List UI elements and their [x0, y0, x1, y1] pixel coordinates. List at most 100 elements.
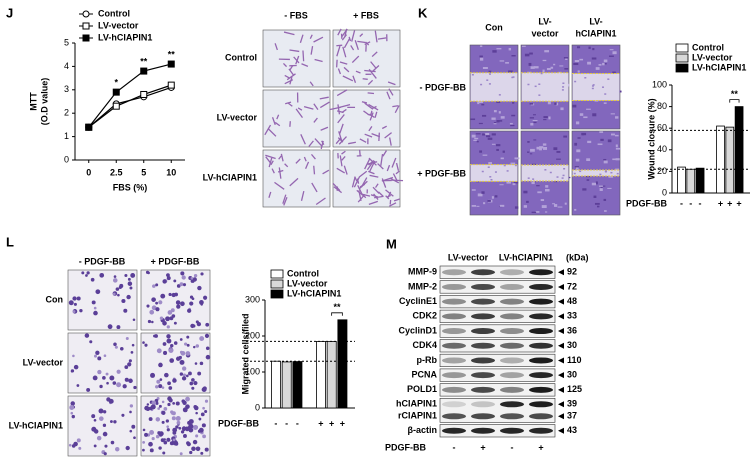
band: [442, 413, 466, 420]
cell: [309, 34, 313, 39]
cell: [105, 372, 109, 376]
cell: [175, 415, 181, 421]
texture: [594, 100, 599, 102]
texture: [521, 45, 526, 47]
legend-label: LV-hCIAPIN1: [287, 288, 341, 298]
texture: [553, 147, 558, 151]
cell: [313, 103, 319, 111]
texture: [601, 185, 606, 187]
cell: [302, 50, 305, 62]
cell: [176, 284, 181, 288]
texture: [508, 70, 513, 73]
cell: [358, 190, 362, 202]
cell: [166, 428, 170, 432]
protein-label: CyclinE1: [399, 296, 437, 306]
texture: [603, 160, 608, 164]
bar: [271, 360, 281, 409]
cell: [313, 36, 324, 43]
cell: [369, 113, 375, 118]
texture: [541, 205, 547, 209]
cell: [145, 406, 151, 412]
texture: [607, 187, 612, 189]
cell: [190, 323, 195, 329]
cell: [181, 366, 187, 371]
cell: [127, 277, 131, 281]
cell: [277, 169, 284, 173]
cell: [380, 153, 384, 166]
cell: [336, 89, 348, 97]
cell: [166, 276, 171, 281]
cell: [200, 412, 205, 417]
texture: [530, 123, 534, 126]
cell: [310, 46, 314, 55]
cell: [395, 170, 400, 175]
cell: [179, 282, 184, 287]
band: [471, 313, 495, 320]
significance: **: [168, 49, 176, 59]
protein-label: rCIAPIN1: [398, 411, 437, 421]
cell: [339, 123, 344, 134]
texture: [514, 157, 520, 160]
cell: [295, 158, 301, 164]
texture: [547, 101, 551, 105]
bar: [725, 126, 735, 194]
texture: [565, 58, 568, 60]
cell: [116, 325, 121, 330]
cell: [297, 107, 303, 111]
texture: [506, 170, 509, 172]
texture: [471, 134, 476, 138]
texture: [494, 171, 497, 173]
blot: [439, 383, 556, 397]
texture: [531, 181, 535, 185]
band: [442, 342, 466, 349]
cell: [128, 378, 133, 384]
texture: [499, 204, 505, 207]
cell: [200, 303, 203, 306]
band: [529, 298, 553, 305]
texture: [581, 132, 587, 136]
cell: [93, 418, 97, 422]
cell: [395, 162, 400, 171]
texture: [523, 205, 528, 208]
cell: [165, 419, 169, 423]
band: [471, 372, 495, 379]
cell: [187, 424, 193, 430]
cell: [374, 30, 378, 43]
cell: [175, 356, 181, 361]
texture: [544, 169, 547, 171]
texture: [487, 199, 491, 202]
x-tick-label: 2.5: [110, 167, 123, 177]
cell: [372, 105, 377, 109]
band: [500, 372, 524, 379]
cell: [161, 420, 165, 424]
texture: [562, 86, 565, 88]
cell: [278, 167, 282, 179]
cell: [164, 372, 169, 378]
cell: [188, 419, 194, 424]
texture: [489, 176, 492, 178]
texture: [595, 67, 600, 70]
texture: [588, 46, 591, 49]
protein-label: CDK4: [412, 340, 437, 350]
unit-header: (kDa): [566, 252, 589, 262]
cell: [336, 45, 341, 57]
cell: [195, 446, 201, 452]
kda-label: 48: [567, 296, 577, 306]
texture: [607, 78, 610, 80]
texture: [493, 121, 497, 124]
texture: [591, 85, 594, 87]
cell: [202, 434, 206, 439]
bar: [316, 340, 326, 409]
x-tick-label: 10: [166, 167, 176, 177]
texture: [530, 148, 535, 152]
cell: [169, 316, 174, 321]
cell: [274, 121, 281, 127]
line: [88, 86, 172, 128]
cell: [303, 106, 314, 110]
cell: [171, 412, 174, 415]
cell: [368, 200, 379, 206]
texture: [585, 175, 590, 178]
kda-label: 72: [567, 281, 577, 291]
texture: [482, 133, 486, 136]
texture: [615, 116, 619, 119]
